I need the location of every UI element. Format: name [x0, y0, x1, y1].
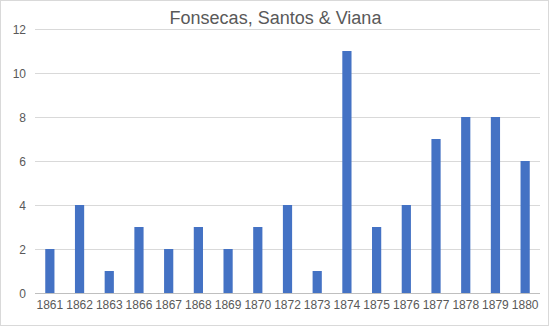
x-tick-label: 1868 [185, 298, 212, 312]
bar [491, 117, 500, 293]
bar [283, 205, 292, 293]
x-tick-label: 1870 [244, 298, 271, 312]
bar [223, 249, 232, 293]
y-tick-label: 8 [19, 111, 26, 125]
chart-container: Fonsecas, Santos & Viana0246810121861186… [0, 0, 549, 326]
x-tick-label: 1876 [393, 298, 420, 312]
y-tick-label: 0 [19, 287, 26, 301]
chart-svg: Fonsecas, Santos & Viana0246810121861186… [0, 0, 549, 326]
bar [342, 51, 351, 293]
x-tick-label: 1877 [423, 298, 450, 312]
bar [45, 249, 54, 293]
bar [164, 249, 173, 293]
x-tick-label: 1869 [215, 298, 242, 312]
x-tick-label: 1880 [512, 298, 539, 312]
bar [431, 139, 440, 293]
bar [134, 227, 143, 293]
bar [194, 227, 203, 293]
grid-line [35, 293, 540, 294]
y-tick-label: 10 [13, 67, 27, 81]
y-tick-label: 6 [19, 155, 26, 169]
bar [313, 271, 322, 293]
x-tick-label: 1866 [126, 298, 153, 312]
bar [253, 227, 262, 293]
grid-line [35, 73, 540, 74]
y-tick-label: 12 [13, 23, 27, 37]
x-tick-label: 1872 [274, 298, 301, 312]
x-tick-label: 1861 [37, 298, 64, 312]
y-tick-label: 2 [19, 243, 26, 257]
x-tick-label: 1878 [452, 298, 479, 312]
x-tick-label: 1874 [334, 298, 361, 312]
grid-line [35, 29, 540, 30]
x-tick-label: 1873 [304, 298, 331, 312]
chart-border [1, 1, 549, 326]
bar [372, 227, 381, 293]
bar [75, 205, 84, 293]
x-tick-label: 1879 [482, 298, 509, 312]
chart-title: Fonsecas, Santos & Viana [170, 8, 383, 28]
y-tick-label: 4 [19, 199, 26, 213]
bar [105, 271, 114, 293]
x-tick-label: 1863 [96, 298, 123, 312]
x-tick-label: 1862 [66, 298, 93, 312]
bar [521, 161, 530, 293]
bar [402, 205, 411, 293]
bars [45, 51, 530, 293]
x-tick-label: 1867 [155, 298, 182, 312]
bar [461, 117, 470, 293]
x-tick-label: 1875 [363, 298, 390, 312]
